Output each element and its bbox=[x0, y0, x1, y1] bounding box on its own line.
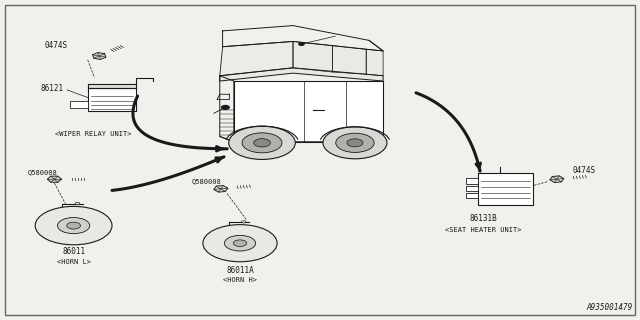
Text: A935001479: A935001479 bbox=[586, 303, 632, 312]
Polygon shape bbox=[293, 41, 332, 72]
Text: <WIPER RELAY UNIT>: <WIPER RELAY UNIT> bbox=[54, 131, 131, 137]
Circle shape bbox=[203, 225, 277, 262]
Text: Q580008: Q580008 bbox=[192, 178, 221, 184]
Text: <HORN L>: <HORN L> bbox=[56, 259, 91, 265]
Polygon shape bbox=[88, 84, 136, 88]
Circle shape bbox=[225, 236, 255, 251]
Circle shape bbox=[299, 43, 304, 45]
FancyBboxPatch shape bbox=[467, 186, 479, 191]
Circle shape bbox=[234, 240, 246, 246]
Text: 86011: 86011 bbox=[62, 247, 85, 256]
Polygon shape bbox=[220, 41, 293, 76]
Circle shape bbox=[35, 206, 112, 245]
Polygon shape bbox=[214, 186, 228, 192]
Text: Q580008: Q580008 bbox=[28, 169, 57, 175]
Text: 86011A: 86011A bbox=[226, 266, 254, 275]
Polygon shape bbox=[366, 49, 383, 76]
Text: 86131B: 86131B bbox=[469, 214, 497, 223]
FancyBboxPatch shape bbox=[70, 101, 88, 108]
Circle shape bbox=[75, 202, 80, 205]
Polygon shape bbox=[93, 52, 106, 60]
FancyBboxPatch shape bbox=[467, 178, 479, 184]
FancyBboxPatch shape bbox=[88, 88, 136, 111]
Polygon shape bbox=[220, 76, 234, 142]
FancyBboxPatch shape bbox=[479, 173, 532, 205]
Circle shape bbox=[67, 222, 81, 229]
Polygon shape bbox=[220, 68, 383, 81]
Circle shape bbox=[323, 127, 387, 159]
Circle shape bbox=[228, 126, 295, 159]
Circle shape bbox=[221, 106, 229, 109]
Circle shape bbox=[241, 221, 246, 223]
Text: 0474S: 0474S bbox=[44, 41, 67, 50]
Circle shape bbox=[242, 133, 282, 153]
Polygon shape bbox=[234, 81, 383, 142]
Text: <HORN H>: <HORN H> bbox=[223, 276, 257, 283]
Polygon shape bbox=[550, 176, 564, 182]
Circle shape bbox=[336, 133, 374, 152]
Circle shape bbox=[58, 218, 90, 234]
Circle shape bbox=[253, 139, 270, 147]
FancyBboxPatch shape bbox=[467, 193, 479, 198]
Polygon shape bbox=[332, 46, 366, 74]
Text: 0474S: 0474S bbox=[573, 166, 596, 175]
Text: <SEAT HEATER UNIT>: <SEAT HEATER UNIT> bbox=[445, 227, 522, 233]
Circle shape bbox=[347, 139, 363, 147]
Polygon shape bbox=[47, 176, 61, 182]
Text: 86121: 86121 bbox=[41, 84, 64, 93]
